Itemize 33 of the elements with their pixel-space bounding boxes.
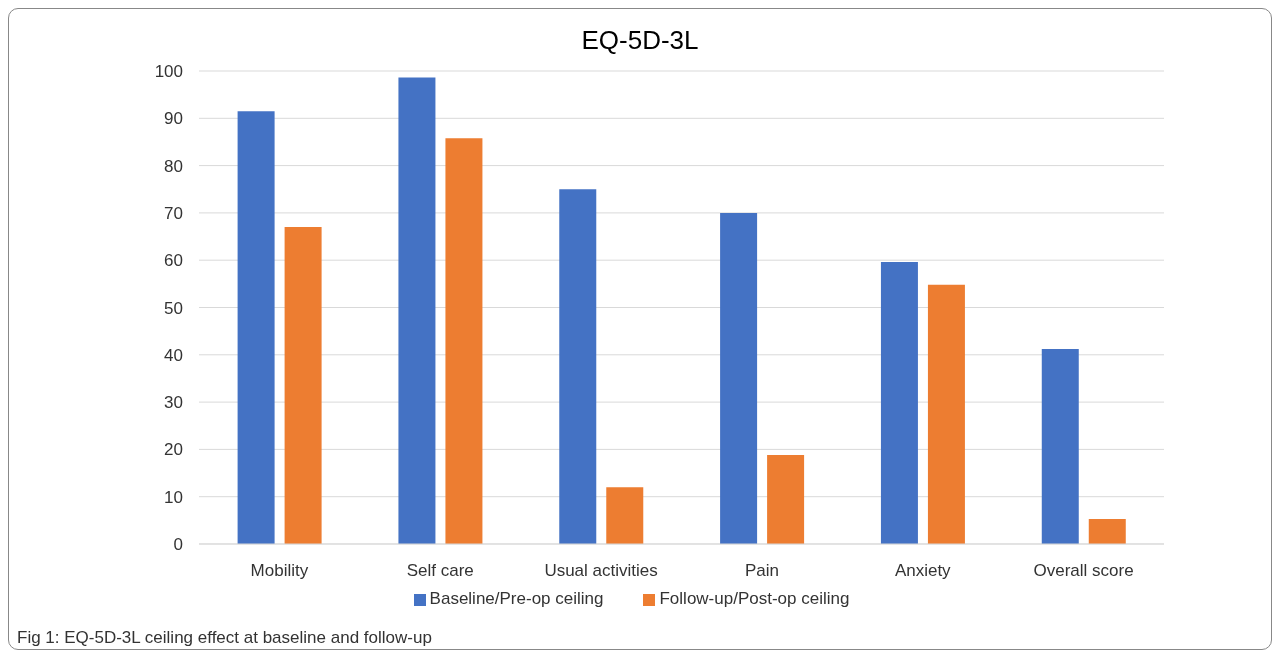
y-tick-label: 70 (164, 203, 183, 223)
x-tick-label: Self care (406, 561, 474, 581)
bar (559, 189, 597, 544)
y-tick-label: 30 (164, 393, 183, 413)
bar (1088, 518, 1126, 544)
bar (767, 455, 805, 544)
chart-title: EQ-5D-3L (580, 25, 700, 57)
x-tick-label: Anxiety (894, 561, 952, 581)
bar (237, 111, 275, 544)
y-tick-label: 90 (164, 109, 183, 129)
bar (880, 262, 918, 544)
bar (284, 227, 322, 544)
bar (398, 77, 436, 544)
x-tick-label: Pain (744, 561, 779, 581)
x-tick-label: Usual activities (544, 561, 658, 581)
caption: Fig 1: EQ-5D-3L ceiling effect at baseline and follow-up (17, 628, 433, 648)
bar (720, 212, 758, 544)
y-tick-label: 20 (164, 440, 183, 460)
bar (927, 284, 965, 544)
y-tick-label: 60 (164, 251, 183, 271)
y-tick-label: 50 (164, 298, 183, 318)
x-tick-label: Overall score (1033, 561, 1134, 581)
y-tick-label: 0 (173, 535, 183, 555)
legend-label: Follow-up/Post-op ceiling (659, 589, 850, 608)
y-tick-label: 80 (164, 156, 183, 176)
legend-label: Baseline/Pre-op ceiling (429, 589, 604, 608)
y-tick-label: 40 (164, 345, 183, 365)
x-tick-label: Mobility (250, 561, 309, 581)
bar (1041, 349, 1079, 544)
bar (445, 138, 483, 544)
bar (606, 487, 644, 544)
y-tick-label: 100 (154, 62, 183, 82)
y-tick-label: 10 (164, 487, 183, 507)
